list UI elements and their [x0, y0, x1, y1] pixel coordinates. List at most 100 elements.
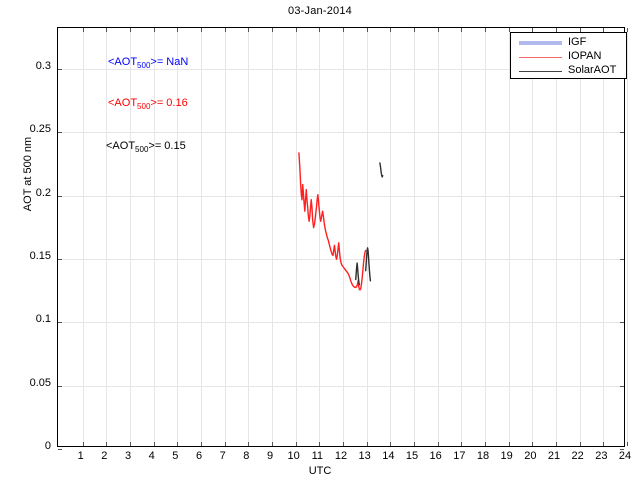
annotation-igf-mean: <AOT500>= NaN: [108, 56, 188, 70]
x-tick-mark: [318, 28, 320, 32]
annotation-subscript: 500: [135, 145, 149, 154]
gridline-vertical: [318, 28, 320, 446]
gridline-vertical: [555, 28, 557, 446]
y-tick-mark: [58, 448, 62, 450]
x-tick-mark: [247, 28, 249, 32]
annotation-subscript: 500: [137, 102, 151, 111]
gridline-horizontal: [58, 131, 624, 133]
x-tick-label: 13: [358, 450, 371, 462]
y-tick-label: 0.3: [35, 60, 51, 73]
x-tick-label: 2: [101, 450, 108, 462]
legend-item-igf[interactable]: IGF: [511, 36, 626, 51]
gridline-vertical: [460, 28, 462, 446]
x-tick-mark: [460, 28, 462, 32]
y-tick-mark: [620, 385, 624, 387]
x-tick-label: 12: [334, 450, 348, 462]
x-tick-mark: [129, 442, 131, 446]
x-tick-mark: [295, 28, 297, 32]
x-tick-mark: [105, 28, 107, 32]
annotation-text: >= 0.16: [150, 97, 188, 109]
x-tick-mark: [271, 442, 273, 446]
series-line-solaraot: [364, 247, 372, 282]
gridline-vertical: [579, 28, 581, 446]
gridline-vertical: [531, 28, 533, 446]
x-tick-label: 5: [172, 450, 179, 462]
x-tick-mark: [271, 28, 273, 32]
x-tick-mark: [200, 28, 202, 32]
data-series-layer: [298, 152, 384, 291]
x-tick-mark: [82, 442, 84, 446]
y-tick-label: 0.25: [29, 123, 51, 136]
x-tick-mark: [484, 442, 486, 446]
x-tick-mark: [318, 442, 320, 446]
x-tick-mark: [626, 28, 628, 32]
y-tick-mark: [620, 258, 624, 260]
gridline-horizontal: [58, 68, 624, 70]
gridline-vertical: [200, 28, 202, 446]
x-tick-mark: [200, 442, 202, 446]
gridline-vertical: [342, 28, 344, 446]
gridline-vertical: [295, 28, 297, 446]
x-tick-mark: [247, 442, 249, 446]
series-line-solaraot: [379, 162, 384, 178]
x-tick-mark: [555, 442, 557, 446]
y-tick-mark: [58, 385, 62, 387]
y-tick-label: 0: [44, 440, 51, 452]
legend-item-iopan[interactable]: IOPAN: [511, 50, 626, 65]
x-tick-mark: [413, 28, 415, 32]
x-tick-label: 10: [287, 450, 300, 462]
x-tick-mark: [342, 28, 344, 32]
y-tick-mark: [58, 195, 62, 197]
legend-label: IOPAN: [568, 50, 602, 62]
annotation-text: <AOT: [108, 97, 138, 109]
x-tick-mark: [579, 28, 581, 32]
legend-line-swatch: [519, 41, 562, 45]
legend-line-swatch: [519, 71, 562, 72]
legend-item-solaraot[interactable]: SolarAOT: [511, 64, 626, 79]
legend-label: IGF: [568, 36, 587, 48]
x-tick-mark: [579, 442, 581, 446]
annotation-text: <AOT: [108, 56, 138, 68]
x-tick-label: 3: [124, 450, 132, 462]
gridline-vertical: [82, 28, 84, 446]
y-tick-mark: [620, 131, 624, 133]
x-tick-label: 18: [476, 450, 490, 462]
y-tick-label: 0.1: [35, 313, 51, 326]
gridline-horizontal: [58, 195, 624, 197]
legend-line-swatch: [519, 57, 562, 58]
x-tick-label: 23: [595, 450, 608, 462]
y-tick-mark: [58, 68, 62, 70]
gridline-vertical: [484, 28, 486, 446]
gridline-vertical: [153, 28, 155, 446]
x-axis-label: UTC: [308, 465, 332, 477]
gridline-vertical: [508, 28, 510, 446]
x-tick-mark: [413, 442, 415, 446]
x-tick-mark: [153, 28, 155, 32]
legend-label: SolarAOT: [568, 64, 617, 76]
x-tick-mark: [602, 28, 604, 32]
gridline-vertical: [413, 28, 415, 446]
y-tick-mark: [58, 258, 62, 260]
x-tick-mark: [389, 442, 391, 446]
gridline-vertical: [602, 28, 604, 446]
x-tick-mark: [602, 442, 604, 446]
x-tick-mark: [555, 28, 557, 32]
annotation-text: <AOT: [106, 140, 136, 152]
x-tick-mark: [437, 442, 439, 446]
y-axis-label: AOT at 500 nm: [22, 136, 34, 212]
x-tick-mark: [82, 28, 84, 32]
x-tick-mark: [389, 28, 391, 32]
x-tick-label: 20: [524, 450, 537, 462]
gridline-vertical: [176, 28, 178, 446]
y-tick-mark: [620, 321, 624, 323]
x-tick-mark: [531, 28, 533, 32]
gridline-horizontal: [58, 385, 624, 387]
gridline-vertical: [437, 28, 439, 446]
gridline-vertical: [626, 28, 628, 446]
x-tick-label: 7: [219, 450, 226, 462]
x-tick-mark: [153, 442, 155, 446]
x-tick-label: 16: [429, 450, 442, 462]
x-tick-label: 14: [382, 450, 395, 462]
annotation-text: >= 0.15: [148, 140, 186, 152]
